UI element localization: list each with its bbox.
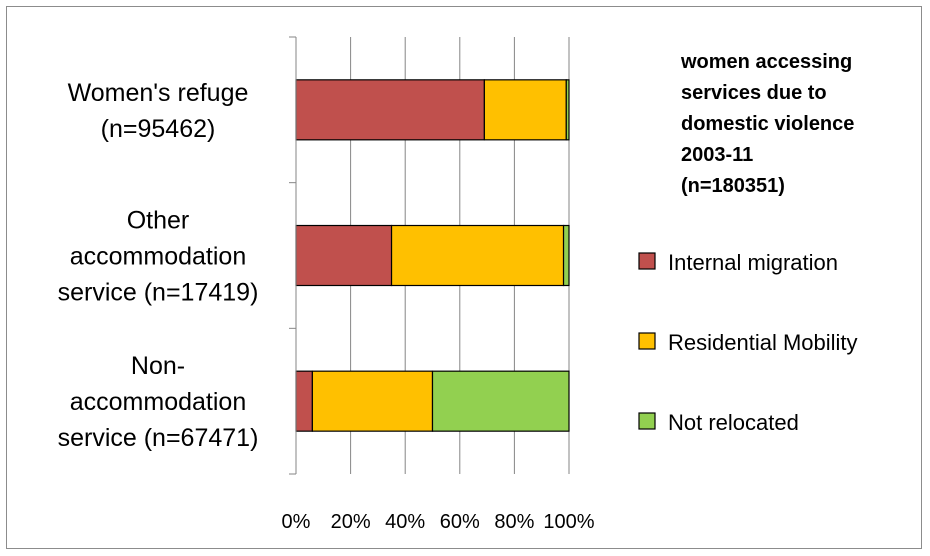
bar-segment-internal-migration — [295, 79, 485, 141]
legend: women accessing services due to domestic v… — [638, 51, 858, 435]
x-tick-label: 40% — [385, 511, 425, 533]
category-labels: Women's refuge (n=95462) Other accommodatio… — [58, 79, 259, 452]
legend-swatch — [638, 332, 656, 350]
legend-label: Residential Mobility — [668, 330, 858, 355]
bar-segment-internal-migration — [295, 224, 393, 287]
legend-label: Internal migration — [668, 250, 838, 275]
x-tick-label: 20% — [331, 511, 371, 533]
x-tick-label: 100% — [543, 511, 594, 533]
legend-item: Internal migration — [638, 250, 838, 275]
x-tick-label: 60% — [440, 511, 480, 533]
axis-layer — [289, 36, 297, 475]
legend-item: Not relocated — [638, 410, 799, 435]
legend-label: Not relocated — [668, 410, 799, 435]
bar-segment-residential-mobility — [483, 79, 567, 141]
legend-title: women accessing services due to domestic v… — [680, 51, 854, 197]
category-label: Women's refuge (n=95462) — [68, 79, 249, 143]
x-tick-labels: 0% 20% 40% 60% 80% 100% — [282, 511, 595, 533]
bar-segment-residential-mobility — [390, 224, 565, 287]
category-label: Other accommodation service (n=17419) — [58, 207, 259, 307]
legend-swatch — [638, 252, 656, 270]
bar-segment-not-relocated — [565, 79, 570, 141]
x-tick-label: 0% — [282, 511, 311, 533]
x-tick-label: 80% — [494, 511, 534, 533]
category-label: Non-accommodation service (n=67471) — [58, 352, 259, 452]
bar-segment-not-relocated — [431, 370, 570, 432]
bar-segment-not-relocated — [562, 224, 570, 287]
bar-layer — [295, 79, 570, 432]
bar-segment-internal-migration — [295, 370, 313, 432]
legend-swatch — [638, 412, 656, 430]
bar-segment-residential-mobility — [311, 370, 434, 432]
legend-item: Residential Mobility — [638, 330, 858, 355]
